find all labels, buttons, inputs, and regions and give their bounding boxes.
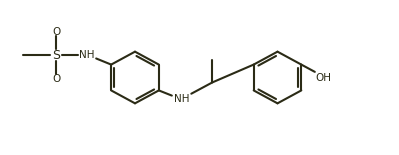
Text: S: S <box>52 49 60 62</box>
Text: O: O <box>52 74 60 84</box>
Text: OH: OH <box>316 73 332 82</box>
Text: O: O <box>52 27 60 37</box>
Text: NH: NH <box>79 50 95 60</box>
Text: NH: NH <box>174 94 189 104</box>
